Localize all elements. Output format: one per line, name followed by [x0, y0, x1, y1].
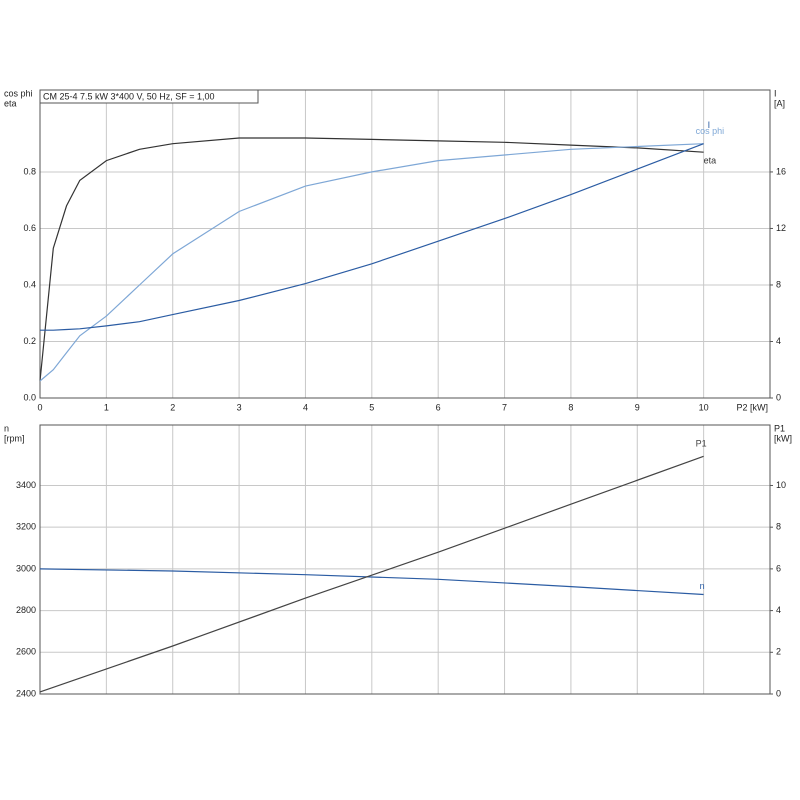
series-label: P1: [696, 439, 707, 449]
series-line: [39, 568, 704, 596]
plot-frame: [39, 424, 771, 695]
x-tick-label: 8: [568, 402, 573, 412]
y2-tick-label: 6: [776, 563, 781, 573]
y2-axis-label: P1: [774, 423, 785, 433]
y2-tick-label: 8: [776, 279, 781, 289]
plot-frame: [39, 89, 771, 399]
series-line: [40, 143, 704, 331]
y-tick-label: 0.6: [23, 223, 36, 233]
title-box: [39, 89, 259, 104]
y2-axis-label: [kW]: [774, 433, 792, 443]
y-axis-label: [rpm]: [4, 433, 25, 443]
y-tick-label: 3200: [16, 522, 36, 532]
y-tick-label: 2400: [16, 688, 36, 698]
chart-title: CM 25-4 7.5 kW 3*400 V, 50 Hz, SF = 1,00: [43, 91, 215, 101]
y2-tick-label: 0: [776, 392, 781, 402]
y-axis-label: cos phi: [4, 88, 33, 98]
y-axis-label: eta: [4, 98, 17, 108]
x-tick-label: 7: [502, 402, 507, 412]
y2-tick-label: 0: [776, 688, 781, 698]
x-tick-label: 4: [303, 402, 308, 412]
x-tick-label: 2: [170, 402, 175, 412]
x-tick-label: 10: [699, 402, 709, 412]
x-tick-label: 5: [369, 402, 374, 412]
y-tick-label: 2800: [16, 605, 36, 615]
x-axis-label: P2 [kW]: [736, 402, 768, 412]
y-tick-label: 0.2: [23, 336, 36, 346]
y2-tick-label: 10: [776, 480, 786, 490]
y2-tick-label: 4: [776, 605, 781, 615]
y2-axis-label: I: [774, 88, 777, 98]
y2-axis-label: [A]: [774, 98, 785, 108]
series-label: n: [700, 581, 705, 591]
x-tick-label: 0: [37, 402, 42, 412]
y-tick-label: 0.4: [23, 279, 36, 289]
x-tick-label: 6: [436, 402, 441, 412]
series-line: [39, 137, 704, 382]
y-tick-label: 2600: [16, 647, 36, 657]
x-tick-label: 3: [237, 402, 242, 412]
series-line: [39, 455, 704, 693]
y2-tick-label: 2: [776, 647, 781, 657]
x-tick-label: 9: [635, 402, 640, 412]
series-label: cos phi: [696, 126, 725, 136]
series-label: eta: [704, 156, 717, 166]
y2-tick-label: 8: [776, 522, 781, 532]
y2-tick-label: 4: [776, 336, 781, 346]
y-axis-label: n: [4, 423, 9, 433]
y2-tick-label: 12: [776, 223, 786, 233]
series-line: [39, 143, 704, 382]
y-tick-label: 3000: [16, 563, 36, 573]
y2-tick-label: 16: [776, 166, 786, 176]
x-tick-label: 1: [104, 402, 109, 412]
y-tick-label: 0.8: [23, 166, 36, 176]
y-tick-label: 0.0: [23, 392, 36, 402]
series-label: I: [708, 120, 711, 130]
y-tick-label: 3400: [16, 480, 36, 490]
